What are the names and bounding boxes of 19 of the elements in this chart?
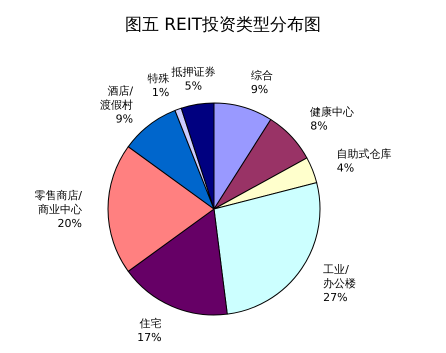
data-label: 5% [184, 80, 202, 93]
data-label: 9% [116, 112, 134, 126]
data-label: 27% [323, 291, 348, 304]
data-label: 1% [152, 86, 170, 99]
slice-label: 住宅 [140, 317, 162, 330]
data-label: 9% [250, 83, 268, 96]
slice-label: 抵押证券 [170, 66, 216, 79]
slice-label: 酒店/渡假村 [100, 84, 134, 112]
slice-label: 特殊 [147, 72, 170, 85]
data-label: 17% [137, 331, 162, 344]
slice-label: 自助式仓库 [336, 147, 392, 160]
slice-label: 工业/办公楼 [323, 263, 356, 290]
data-label: 20% [58, 217, 82, 230]
data-label: 4% [336, 161, 354, 174]
chart-title: 图五 REIT投资类型分布图 [124, 15, 322, 35]
data-label: 8% [310, 120, 328, 133]
slice-label: 零售商店/商业中心 [34, 189, 82, 216]
slice-label: 健康中心 [310, 106, 354, 119]
slice-label: 综合 [250, 69, 273, 82]
